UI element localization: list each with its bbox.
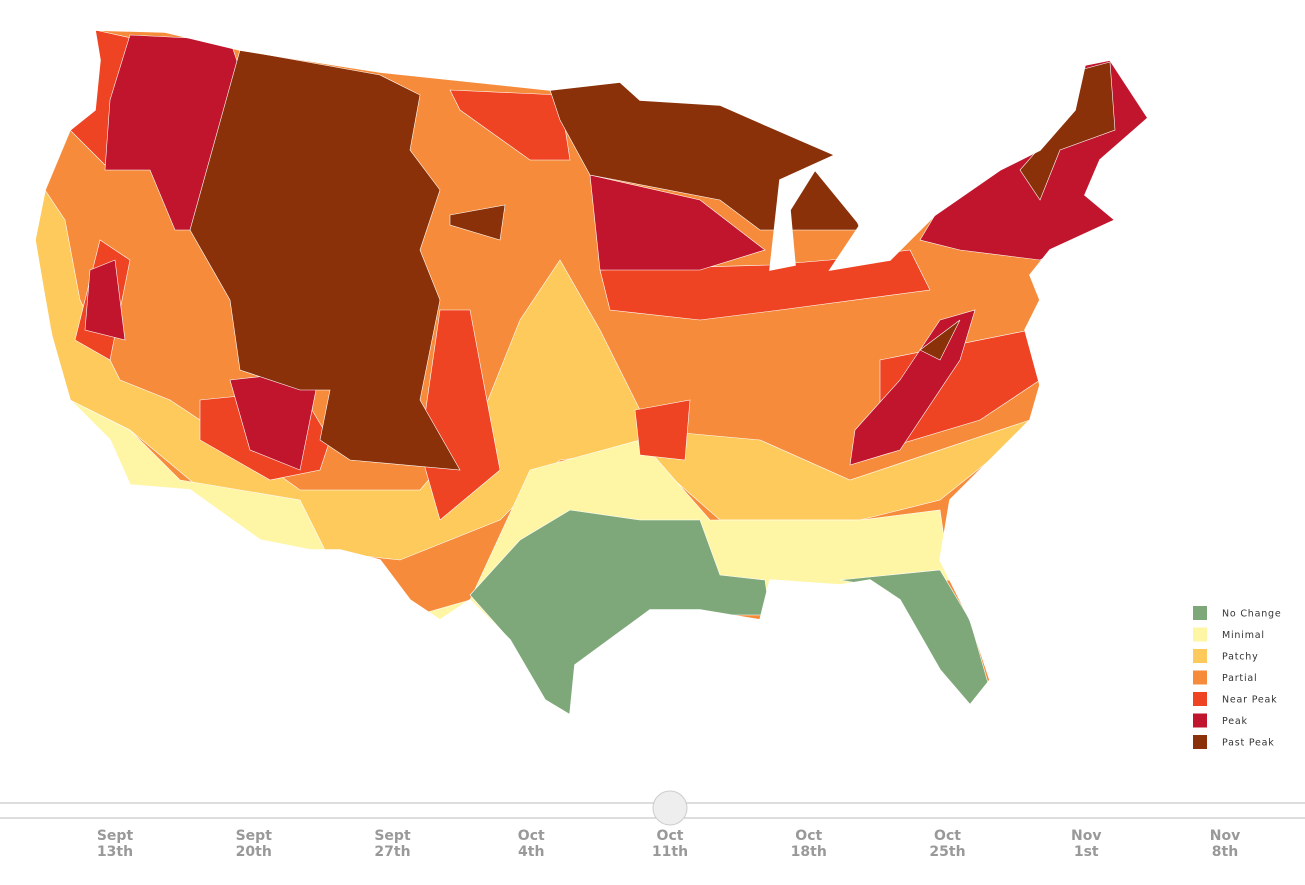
legend-label: Peak [1222,716,1248,727]
timeline-month[interactable]: Oct [795,828,822,844]
foliage-region [449,89,571,161]
timeline-month[interactable]: Nov [1210,828,1240,844]
foliage-region [84,259,126,341]
legend-label: Past Peak [1222,738,1275,749]
timeline: Sept13thSept20thSept27thOct4thOct11thOct… [0,790,1305,860]
timeline-month[interactable]: Nov [1071,828,1101,844]
timeline-day[interactable]: 18th [791,844,827,860]
foliage-region [919,319,961,361]
timeline-month[interactable]: Oct [657,828,684,844]
foliage-region [189,49,461,471]
timeline-day[interactable]: 20th [236,844,272,860]
legend-swatch [1193,627,1207,642]
legend-label: Near Peak [1222,695,1277,706]
legend-label: Patchy [1222,652,1259,663]
legend-label: Minimal [1222,630,1265,641]
timeline-day[interactable]: 11th [652,844,688,860]
foliage-region [449,204,506,241]
timeline-month[interactable]: Sept [97,828,134,844]
timeline-month[interactable]: Oct [934,828,961,844]
foliage-region [839,569,991,706]
timeline-day[interactable]: 1st [1074,844,1099,860]
legend-label: No Change [1222,609,1282,620]
legend-swatch [1193,606,1207,620]
foliage-region [634,399,691,461]
timeline-month[interactable]: Sept [236,828,273,844]
timeline-day[interactable]: 4th [518,844,544,860]
legend-label: Partial [1222,673,1257,684]
timeline-day[interactable]: 8th [1212,844,1238,860]
foliage-region [589,174,766,271]
timeline-month[interactable]: Oct [518,828,545,844]
legend: No Change Minimal Patchy Partial Near Peak Pe… [1193,606,1282,749]
legend-swatch [1193,692,1207,706]
timeline-day[interactable]: 27th [374,844,410,860]
legend-swatch [1193,670,1207,685]
timeline-slider-knob[interactable] [652,790,688,826]
legend-swatch [1193,735,1207,749]
timeline-month[interactable]: Sept [374,828,411,844]
legend-swatch [1193,713,1207,728]
timeline-day[interactable]: 13th [97,844,133,860]
timeline-day[interactable]: 25th [929,844,965,860]
legend-swatch [1193,649,1207,663]
